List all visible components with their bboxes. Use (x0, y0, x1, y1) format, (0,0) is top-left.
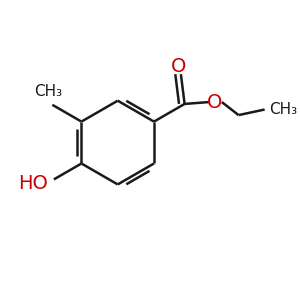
Text: O: O (171, 57, 187, 76)
Text: HO: HO (18, 174, 48, 193)
Text: CH₃: CH₃ (269, 102, 297, 117)
Text: CH₃: CH₃ (34, 84, 63, 99)
Text: O: O (207, 93, 222, 112)
